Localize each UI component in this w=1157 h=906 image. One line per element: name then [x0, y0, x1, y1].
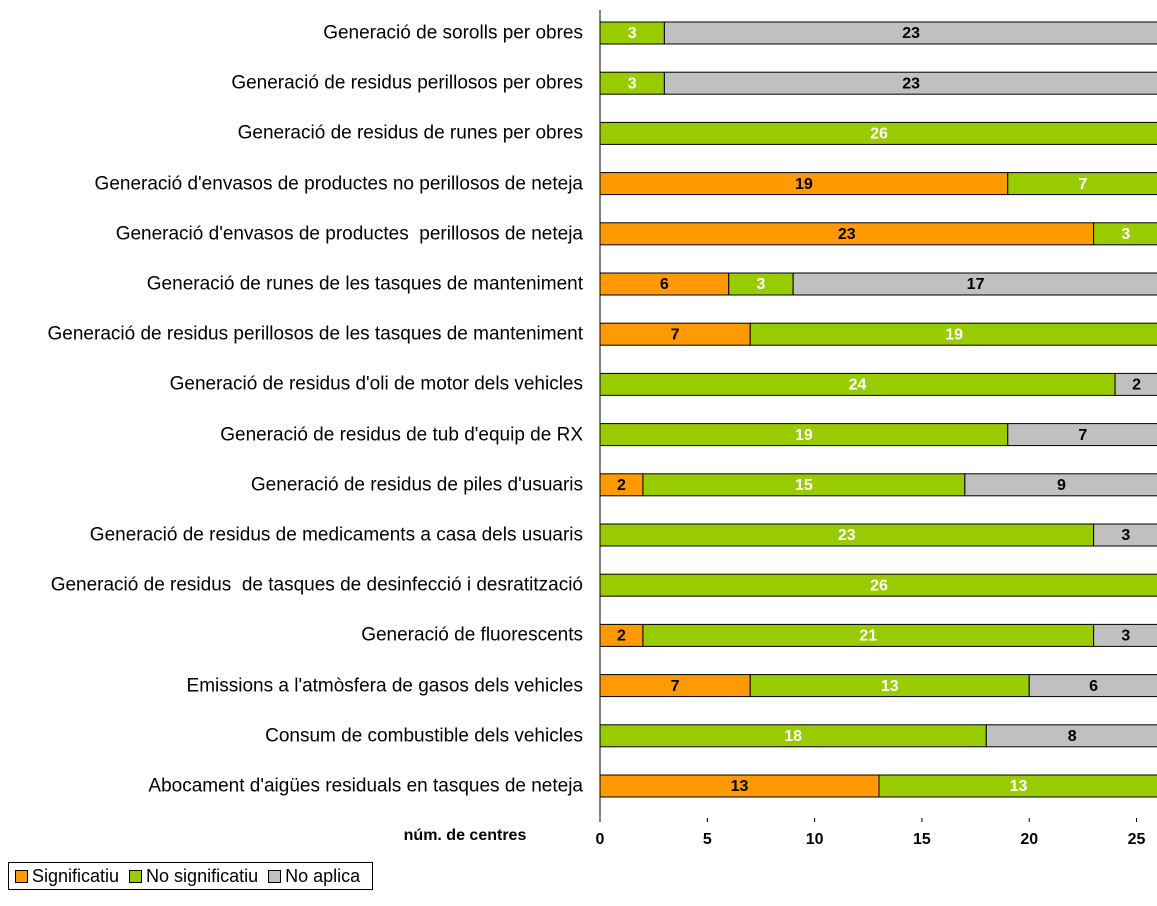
data-label: 13 [731, 778, 749, 795]
data-label: 26 [870, 126, 888, 143]
bar-segment [1007, 423, 1157, 447]
data-label: 26 [870, 577, 888, 594]
bar-segment [878, 774, 1157, 798]
data-label: 2 [1132, 377, 1141, 394]
category-label: Generació de residus d'oli de motor dels… [169, 373, 583, 395]
data-label: 17 [967, 276, 985, 293]
bar-segment [985, 724, 1157, 748]
bar-segment [599, 121, 1157, 145]
data-label: 6 [1089, 678, 1098, 695]
data-label: 21 [859, 628, 877, 645]
data-label: 23 [838, 226, 856, 243]
bar-segment [792, 272, 1157, 296]
bar-segment [1093, 222, 1157, 246]
legend-swatch [268, 869, 282, 883]
data-label: 2 [617, 477, 626, 494]
data-label: 3 [628, 25, 637, 42]
category-label: Generació de residus perillosos de les t… [47, 323, 583, 345]
data-label: 19 [795, 427, 813, 444]
bar-segment [599, 573, 1157, 597]
legend-label: Significatiu [32, 865, 120, 886]
x-tick-label: 10 [806, 831, 824, 848]
legend-label: No significatiu [146, 865, 259, 886]
data-label: 3 [1121, 527, 1130, 544]
category-label: Generació de fluorescents [361, 624, 583, 646]
bar-segment [1093, 623, 1157, 647]
data-label: 6 [660, 276, 669, 293]
x-tick-label: 5 [703, 831, 712, 848]
data-label: 3 [1121, 226, 1130, 243]
data-label: 13 [881, 678, 899, 695]
data-label: 23 [838, 527, 856, 544]
data-label: 3 [757, 276, 766, 293]
data-label: 19 [795, 176, 813, 193]
legend-label: No aplica [285, 865, 361, 886]
legend-swatch [129, 869, 143, 883]
category-label: Generació d'envasos de productes perillo… [115, 223, 583, 245]
category-label: Generació de residus de runes per obres [237, 122, 583, 144]
data-label: 7 [671, 678, 680, 695]
category-label: Generació de residus de tub d'equip de R… [220, 424, 583, 446]
data-label: 23 [902, 25, 920, 42]
category-label: Generació de residus de piles d'usuaris [250, 474, 583, 496]
data-label: 23 [902, 75, 920, 92]
legend-item: Significatiu [15, 866, 119, 887]
legend-item: No significatiu [129, 866, 258, 887]
category-label: Abocament d'aigües residuals en tasques … [148, 775, 583, 797]
legend-swatch [15, 869, 28, 883]
data-label: 9 [1057, 477, 1066, 494]
data-label: 13 [1010, 778, 1028, 795]
bar-segment [1093, 523, 1157, 547]
bar-segment [663, 21, 1157, 45]
x-tick-label: 20 [1020, 831, 1038, 848]
data-label: 2 [617, 628, 626, 645]
category-label: Generació d'envasos de productes no peri… [94, 173, 583, 195]
bar-segment [1114, 372, 1157, 396]
data-label: 7 [1078, 427, 1087, 444]
x-tick-label: 15 [913, 831, 931, 848]
data-label: 3 [628, 75, 637, 92]
category-label: Generació de runes de les tasques de man… [146, 273, 583, 295]
bar-segment [663, 71, 1157, 95]
data-label: 7 [671, 326, 680, 343]
category-label: Generació de residus perillosos per obre… [231, 72, 583, 94]
bar-segment [964, 473, 1157, 497]
category-label: Generació de residus de medicaments a ca… [89, 524, 583, 546]
category-label: Generació de residus de tasques de desin… [50, 574, 583, 596]
category-label: Consum de combustible dels vehicles [265, 725, 583, 747]
x-tick-label: 0 [596, 831, 605, 848]
category-label: Generació de sorolls per obres [323, 22, 583, 44]
x-axis-label: núm. de centres [404, 827, 527, 844]
data-label: 15 [795, 477, 813, 494]
data-label: 3 [1121, 628, 1130, 645]
x-tick-label: 25 [1128, 831, 1146, 848]
data-label: 19 [945, 326, 963, 343]
bar-segment [749, 322, 1157, 346]
legend-item: No aplica [268, 866, 360, 887]
legend: Significatiu No significatiu No aplica [8, 862, 374, 890]
data-label: 24 [849, 377, 867, 394]
category-label: Emissions a l'atmòsfera de gasos dels ve… [186, 675, 583, 697]
bar-segment [1007, 172, 1157, 196]
bar-segment [1028, 674, 1157, 698]
data-label: 8 [1068, 728, 1077, 745]
data-label: 18 [784, 728, 802, 745]
data-label: 7 [1078, 176, 1087, 193]
